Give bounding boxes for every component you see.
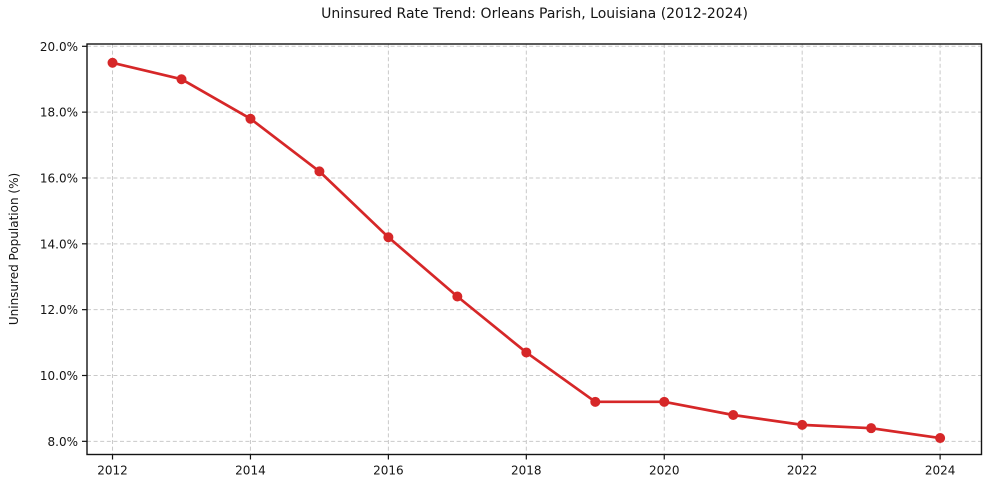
data-point xyxy=(383,232,394,243)
data-point xyxy=(935,433,946,444)
x-tick-label: 2016 xyxy=(373,464,404,478)
y-tick-label: 12.0% xyxy=(40,303,78,317)
data-point xyxy=(314,166,325,177)
x-tick-label: 2018 xyxy=(511,464,542,478)
data-point xyxy=(107,57,118,68)
y-tick-label: 16.0% xyxy=(40,171,78,185)
data-point xyxy=(728,409,739,420)
data-point xyxy=(797,419,808,430)
x-tick-label: 2012 xyxy=(97,464,128,478)
y-tick-label: 8.0% xyxy=(48,435,79,449)
data-point xyxy=(245,113,256,124)
x-tick-label: 2020 xyxy=(649,464,680,478)
y-tick-label: 20.0% xyxy=(40,40,78,54)
y-tick-label: 18.0% xyxy=(40,106,78,120)
x-tick-label: 2024 xyxy=(925,464,956,478)
plot-border xyxy=(86,43,983,456)
data-point xyxy=(452,291,463,302)
y-tick-label: 14.0% xyxy=(40,237,78,251)
data-point xyxy=(866,423,877,434)
x-tick-label: 2014 xyxy=(235,464,266,478)
data-point xyxy=(590,396,601,407)
data-point xyxy=(659,396,670,407)
x-tick-label: 2022 xyxy=(787,464,818,478)
data-point xyxy=(176,74,187,85)
y-tick-label: 10.0% xyxy=(40,369,78,383)
data-point xyxy=(521,347,532,358)
chart-title: Uninsured Rate Trend: Orleans Parish, Lo… xyxy=(321,6,748,22)
